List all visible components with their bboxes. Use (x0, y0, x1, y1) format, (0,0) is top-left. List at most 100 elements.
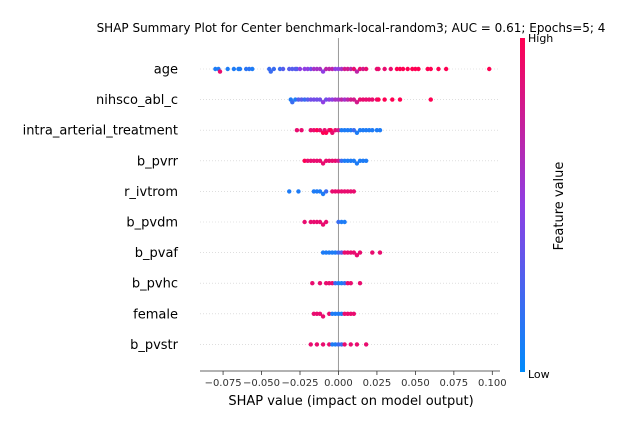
point-age (345, 66, 350, 72)
point-female (339, 311, 344, 316)
point-b-pvrr (360, 158, 366, 163)
point-intra-arterial-treatment (348, 128, 353, 133)
point-age (314, 66, 320, 72)
point-b-pvstr (314, 342, 320, 347)
feature-label-b-pvstr: b_pvstr (130, 338, 179, 353)
point-intra-arterial-treatment (308, 128, 313, 133)
point-r-ivtrom (296, 189, 301, 194)
chart-title: SHAP Summary Plot for Center benchmark-l… (97, 21, 606, 35)
point-intra-arterial-treatment (342, 128, 347, 133)
point-b-pvaf (333, 250, 338, 255)
point-r-ivtrom (333, 189, 338, 194)
point-nihsco-abl-c (360, 97, 366, 102)
point-age (280, 66, 286, 72)
point-female (351, 311, 357, 316)
point-female (330, 311, 335, 316)
point-age (339, 66, 344, 72)
point-age (302, 66, 307, 72)
point-age (305, 66, 310, 72)
point-b-pvaf (351, 250, 357, 255)
point-age (348, 66, 353, 72)
point-age (327, 66, 332, 72)
point-intra-arterial-treatment (363, 128, 369, 133)
point-b-pvdm (323, 219, 329, 225)
point-nihsco-abl-c (376, 97, 381, 102)
point-b-pvaf (377, 250, 383, 255)
point-b-pvstr (320, 342, 326, 347)
colorbar-high-label: High (528, 32, 553, 45)
point-b-pvstr (336, 342, 341, 347)
point-b-pvrr (320, 161, 326, 166)
point-age (405, 66, 410, 72)
point-female (317, 311, 323, 316)
point-b-pvrr (363, 158, 369, 163)
point-b-pvhc (345, 281, 350, 286)
point-nihsco-abl-c (311, 97, 317, 102)
point-age (225, 66, 230, 72)
point-r-ivtrom (323, 189, 329, 194)
point-b-pvstr (363, 342, 369, 347)
feature-labels: age nihsco_abl_c intra_arterial_treatmentb… (23, 63, 179, 353)
point-b-pvstr (348, 342, 353, 347)
point-b-pvaf (345, 250, 350, 255)
feature-label-b-pvhc: b_pvhc (132, 277, 178, 292)
point-b-pvaf (330, 250, 335, 255)
point-intra-arterial-treatment (351, 128, 357, 133)
point-nihsco-abl-c (327, 97, 332, 102)
point-age (213, 66, 218, 72)
point-intra-arterial-treatment (317, 128, 323, 133)
point-b-pvrr (308, 158, 313, 163)
point-intra-arterial-treatment (357, 128, 363, 133)
point-b-pvrr (339, 158, 344, 163)
point-intra-arterial-treatment (374, 128, 380, 133)
point-female (311, 311, 317, 316)
point-age (287, 66, 292, 72)
point-intra-arterial-treatment (370, 128, 375, 133)
point-intra-arterial-treatment (367, 128, 372, 133)
points-layer (213, 66, 492, 347)
x-ticks: −0.075 −0.050 −0.025 0.000 0.025 0.050 0.075 0.… (205, 371, 507, 389)
x-tick-label: 0.050 (401, 378, 430, 389)
point-age (333, 66, 338, 72)
point-r-ivtrom (342, 189, 347, 194)
point-r-ivtrom (314, 189, 320, 194)
point-nihsco-abl-c (308, 97, 313, 102)
point-b-pvaf (339, 250, 344, 255)
point-b-pvhc (357, 281, 363, 286)
point-nihsco-abl-c (293, 97, 298, 102)
point-age (271, 66, 277, 72)
point-intra-arterial-treatment (336, 128, 341, 133)
point-age (360, 66, 366, 72)
point-female (314, 311, 320, 316)
point-b-pvrr (333, 158, 338, 163)
point-age (247, 66, 252, 72)
point-b-pvstr (308, 342, 313, 347)
x-tick-label: 0.100 (478, 378, 507, 389)
point-nihsco-abl-c (302, 97, 307, 102)
point-b-pvaf (323, 250, 329, 255)
x-tick-label: −0.025 (281, 378, 318, 389)
point-nihsco-abl-c (351, 97, 357, 102)
point-b-pvhc (317, 281, 323, 286)
point-r-ivtrom (330, 189, 335, 194)
point-b-pvrr (336, 158, 341, 163)
point-r-ivtrom (336, 189, 341, 194)
point-female (342, 311, 347, 316)
point-intra-arterial-treatment (345, 128, 350, 133)
point-b-pvhc (323, 281, 329, 286)
point-nihsco-abl-c (323, 97, 329, 102)
point-age (317, 66, 323, 72)
point-intra-arterial-treatment (339, 128, 344, 133)
point-age (413, 66, 418, 72)
point-female (320, 314, 326, 319)
point-b-pvhc (339, 281, 344, 286)
point-age (388, 66, 393, 72)
point-age (425, 66, 430, 72)
point-age (311, 66, 317, 72)
point-r-ivtrom (348, 189, 353, 194)
colorbar-low-label: Low (528, 368, 550, 381)
point-b-pvdm (342, 219, 347, 225)
point-nihsco-abl-c (345, 97, 350, 102)
point-age (400, 66, 406, 72)
point-b-pvaf (357, 250, 363, 255)
